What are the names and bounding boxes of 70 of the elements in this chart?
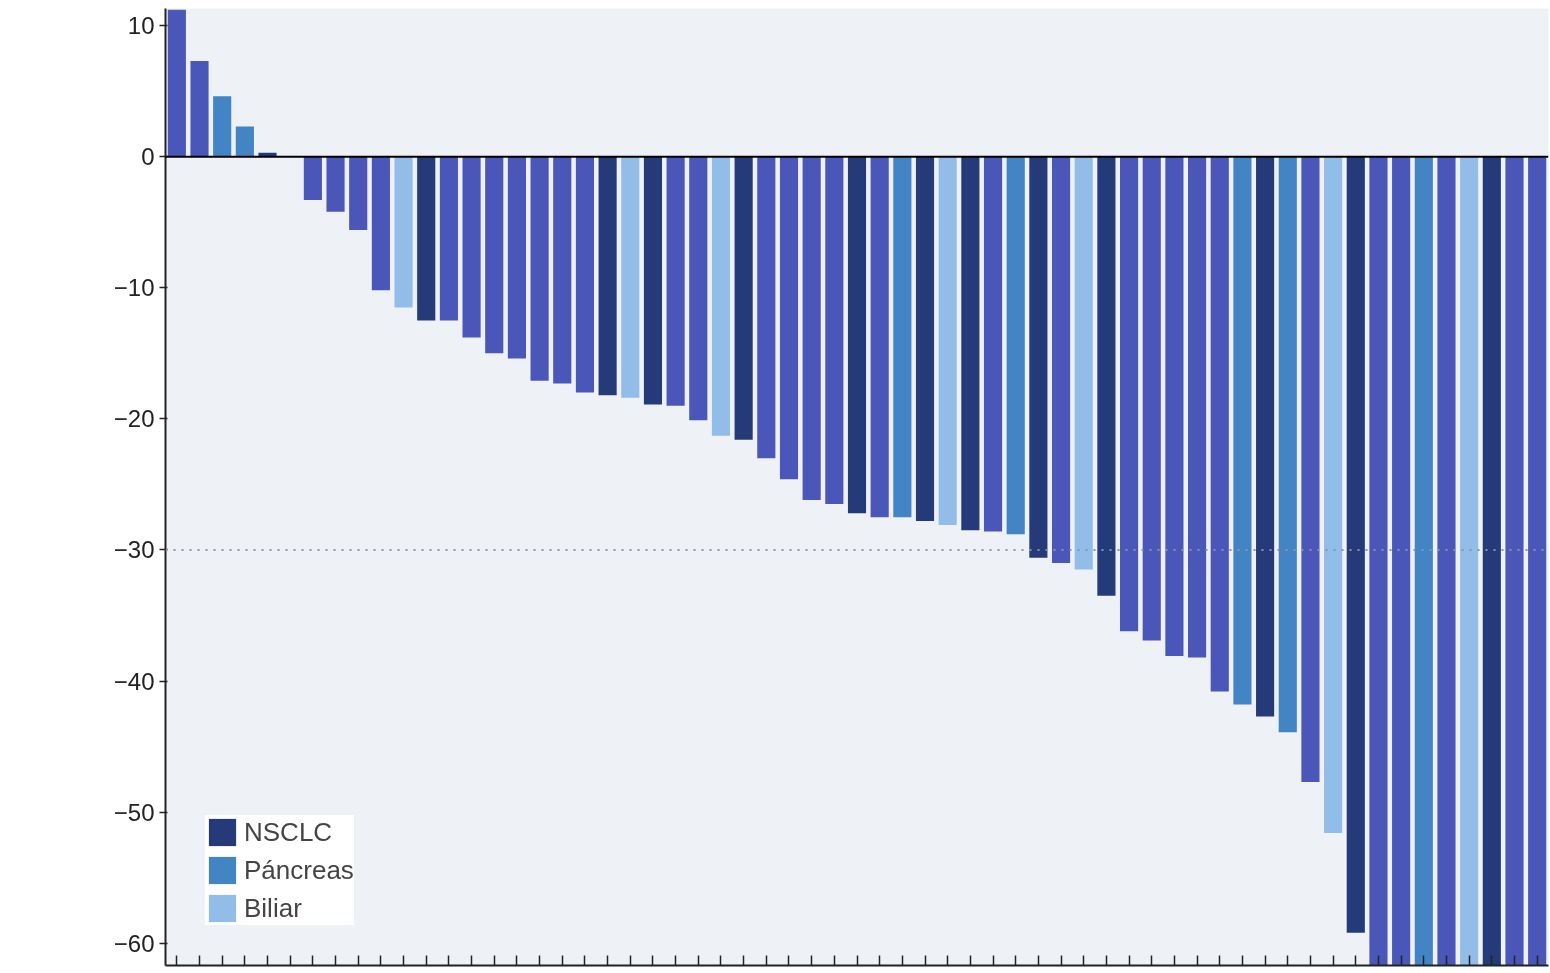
bar: [643, 156, 663, 405]
bar: [847, 156, 867, 514]
bar: [1414, 156, 1433, 966]
bar: [961, 156, 980, 531]
bar: [621, 156, 640, 398]
bar: [598, 156, 617, 396]
bar: [190, 60, 209, 157]
y-tick-label: −40: [113, 667, 155, 695]
bar: [915, 156, 935, 522]
legend-label: NSCLC: [244, 815, 333, 849]
bar: [1301, 156, 1320, 782]
y-tick-label: −10: [113, 274, 155, 302]
bar: [1188, 156, 1207, 658]
bar: [1278, 156, 1297, 733]
bar: [1097, 156, 1116, 596]
bar: [983, 156, 1003, 532]
bar: [507, 156, 526, 359]
bar: [394, 156, 413, 308]
bar: [439, 156, 458, 321]
bar: [553, 156, 572, 384]
bar: [167, 9, 186, 157]
bar: [1006, 156, 1025, 535]
bar: [1324, 156, 1343, 834]
y-tick-label: −20: [113, 405, 155, 433]
bar: [235, 126, 254, 157]
y-tick-label: −50: [113, 798, 155, 826]
bar: [1437, 156, 1456, 966]
bar: [802, 156, 821, 501]
bar: [1074, 156, 1093, 570]
bar: [1120, 156, 1139, 632]
bar: [779, 156, 799, 480]
y-tick-label: −30: [113, 536, 155, 564]
bar: [417, 156, 436, 321]
bar: [485, 156, 504, 354]
bar: [1051, 156, 1071, 564]
bar: [575, 156, 594, 393]
y-tick-label: 0: [141, 143, 155, 171]
bar: [1460, 156, 1479, 966]
bar: [462, 156, 481, 338]
bar: [1505, 156, 1524, 966]
bar: [303, 156, 322, 200]
bar: [326, 156, 345, 212]
bar: [1029, 156, 1048, 558]
bar: [689, 156, 708, 421]
bar: [711, 156, 731, 436]
bar: [1233, 156, 1252, 705]
bar: [1142, 156, 1161, 641]
bar: [213, 96, 232, 157]
bar: [1256, 156, 1275, 717]
bar: [530, 156, 549, 381]
bar: [1392, 156, 1411, 966]
bar: [893, 156, 912, 518]
bar: [870, 156, 889, 518]
bar: [1210, 156, 1229, 692]
bar: [349, 156, 368, 231]
bar: [825, 156, 844, 505]
bar: [1165, 156, 1184, 657]
y-tick-label: 10: [127, 12, 155, 40]
legend-label: Biliar: [244, 891, 302, 925]
bar: [371, 156, 390, 291]
bar: [757, 156, 776, 459]
bar: [1528, 156, 1547, 966]
bar: [1482, 156, 1501, 966]
bar: [938, 156, 957, 526]
bar: [1346, 156, 1365, 933]
y-tick-label: −60: [113, 929, 155, 957]
bar: [734, 156, 753, 440]
legend-label: Páncreas: [244, 853, 354, 887]
bar: [666, 156, 685, 406]
bar: [1369, 156, 1388, 966]
